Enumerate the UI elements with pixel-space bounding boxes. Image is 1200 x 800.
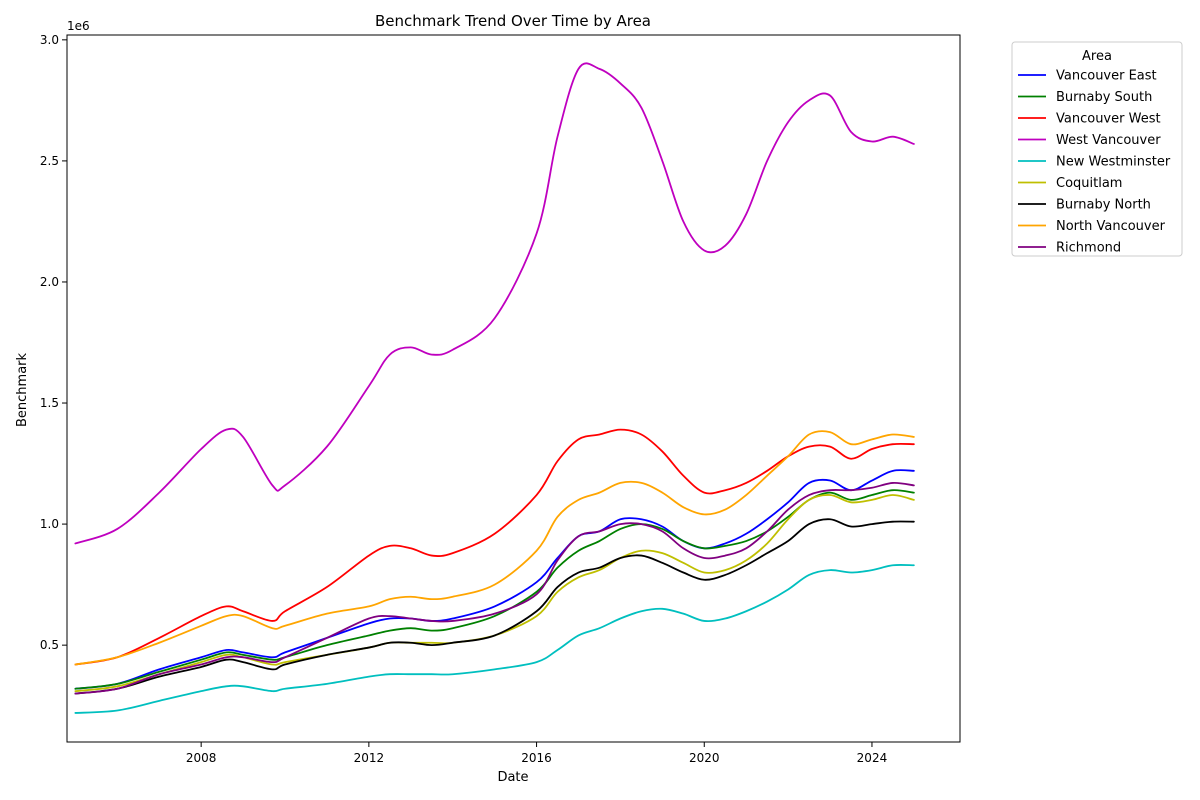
plot-lines [74,62,915,714]
legend-label-burnaby-south: Burnaby South [1056,90,1152,105]
legend-label-burnaby-north: Burnaby North [1056,198,1151,213]
legend-label-new-westminster: New Westminster [1056,155,1171,170]
legend-items: Vancouver East Burnaby South Vancouver Wes… [1018,69,1171,256]
x-tick-label: 2020 [689,751,720,765]
legend-label-richmond: Richmond [1056,241,1121,256]
series-line-vancouver-west [74,428,915,666]
x-tick-label: 2012 [354,751,385,765]
series-line-burnaby-north [74,518,915,695]
series-line-coquitlam [74,494,915,693]
legend-label-vancouver-west: Vancouver West [1056,112,1161,127]
x-axis-label: Date [497,770,528,785]
y-axis-ticks: 0.5 1.0 1.5 2.0 2.5 3.0 [40,33,67,652]
y-axis-label: Benchmark [15,353,30,428]
y-offset-text: 1e6 [67,19,90,33]
y-tick-label: 2.0 [40,275,59,289]
legend-label-north-vancouver: North Vancouver [1056,219,1166,234]
x-tick-label: 2008 [186,751,217,765]
y-tick-label: 0.5 [40,638,59,652]
legend-box [1011,41,1183,257]
series-line-west-vancouver [74,62,915,545]
legend-label-coquitlam: Coquitlam [1056,176,1122,191]
y-tick-label: 1.0 [40,517,59,531]
y-tick-label: 2.5 [40,154,59,168]
y-tick-label: 3.0 [40,33,59,47]
series-line-richmond [74,481,915,695]
legend-label-vancouver-east: Vancouver East [1056,69,1157,84]
y-tick-label: 1.5 [40,396,59,410]
chart-title: Benchmark Trend Over Time by Area [375,12,651,30]
x-tick-label: 2016 [521,751,552,765]
legend-title: Area [1082,49,1112,64]
x-tick-label: 2024 [857,751,888,765]
plot-frame [66,34,961,743]
legend-label-west-vancouver: West Vancouver [1056,133,1161,148]
x-axis-ticks: 2008 2012 2016 2020 2024 [186,742,887,765]
series-line-north-vancouver [74,430,915,666]
series-line-new-westminster [74,563,915,714]
